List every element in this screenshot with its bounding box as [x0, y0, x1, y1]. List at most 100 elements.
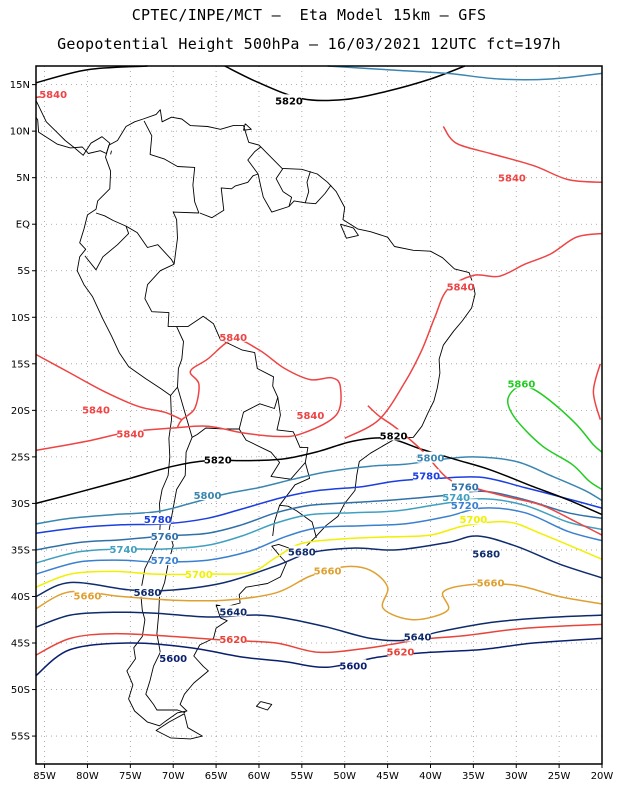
- contour-label-5680: 5680: [288, 548, 316, 559]
- contour-label-5660: 5660: [314, 566, 342, 577]
- contour-5640: [35, 611, 603, 642]
- contour-label-bg: [297, 408, 324, 420]
- contour-label-5700: 5700: [185, 570, 213, 581]
- contour-label-bg: [314, 564, 341, 576]
- contour-5600: [35, 637, 603, 677]
- contour-label-5740: 5740: [110, 545, 138, 556]
- contour-5700: [35, 520, 603, 588]
- country-border: [275, 168, 293, 207]
- contour-label-5680: 5680: [472, 550, 500, 561]
- lat-tick-label: EQ: [16, 220, 30, 231]
- contour-label-bg: [144, 513, 171, 525]
- contour-label-5700: 5700: [459, 515, 487, 526]
- contour-5840: [344, 232, 603, 439]
- country-border: [276, 397, 317, 538]
- contour-label-5840: 5840: [116, 430, 144, 441]
- lon-tick-label: 20W: [591, 771, 614, 782]
- contour-label-bg: [220, 605, 247, 617]
- country-border: [144, 263, 184, 396]
- lon-tick-label: 45W: [376, 771, 399, 782]
- contour-label-bg: [477, 576, 504, 588]
- lon-tick-label: 60W: [248, 771, 271, 782]
- country-border: [272, 505, 281, 537]
- lat-tick-label: 35S: [11, 545, 30, 556]
- lon-tick-label: 35W: [462, 771, 485, 782]
- contour-label-5820: 5820: [204, 456, 232, 467]
- contour-label-5600: 5600: [339, 661, 367, 672]
- contour-label-bg: [134, 585, 161, 597]
- lon-tick-label: 40W: [419, 771, 442, 782]
- island-outline: [243, 123, 252, 131]
- contour-label-5620: 5620: [387, 647, 415, 658]
- contour-label-bg: [473, 547, 500, 559]
- lat-tick-label: 50S: [11, 685, 30, 696]
- lon-tick-label: 55W: [291, 771, 314, 782]
- coastline-central-america: [35, 100, 111, 156]
- contour-label-5720: 5720: [151, 556, 179, 567]
- contour-label-5760: 5760: [151, 532, 179, 543]
- lat-tick-label: 25S: [11, 452, 30, 463]
- country-border: [110, 150, 112, 155]
- contour-5840: [35, 353, 183, 421]
- contour-label-bg: [110, 542, 137, 554]
- lon-tick-label: 70W: [162, 771, 185, 782]
- contour-label-bg: [417, 451, 444, 463]
- contour-label-bg: [413, 469, 440, 481]
- country-border: [199, 146, 261, 219]
- map-frame: [35, 65, 603, 765]
- contour-label-bg: [288, 545, 315, 557]
- contour-label-bg: [117, 427, 144, 439]
- contour-5820: [35, 65, 148, 84]
- contour-label-5640: 5640: [404, 632, 432, 643]
- contour-5680: [35, 535, 603, 598]
- lon-tick-label: 85W: [33, 771, 56, 782]
- country-border: [145, 437, 193, 714]
- contour-label-bg: [160, 651, 187, 663]
- axis-ticks: 85W 80W 75W 70W 65W 60W 55W 50W 45W 40W 35W 30W 25W 2…: [10, 80, 614, 782]
- contour-label-bg: [74, 589, 101, 601]
- contour-label-5740: 5740: [442, 493, 470, 504]
- lat-tick-label: 5S: [17, 266, 30, 277]
- contour-label-5860: 5860: [507, 379, 535, 390]
- map-title-line1: CPTEC/INPE/MCT – Eta Model 15km – GFS: [131, 6, 487, 24]
- contour-label-5840: 5840: [39, 90, 67, 101]
- contour-label-5620: 5620: [219, 635, 247, 646]
- contour-label-5640: 5640: [219, 607, 247, 618]
- lat-tick-label: 10S: [11, 313, 30, 324]
- height-contours: [35, 65, 603, 677]
- contour-5800: [327, 65, 603, 81]
- country-border: [172, 211, 199, 265]
- contour-5840: [592, 363, 602, 420]
- lon-tick-label: 65W: [205, 771, 228, 782]
- contour-label-5680: 5680: [134, 588, 162, 599]
- contour-5820: [35, 437, 603, 516]
- contour-5720: [35, 507, 603, 575]
- contour-5760: [35, 490, 603, 551]
- contour-label-5760: 5760: [451, 483, 479, 494]
- contour-label-bg: [185, 568, 212, 580]
- contour-5840: [35, 338, 342, 452]
- contour-label-bg: [443, 490, 470, 502]
- contour-5780: [35, 476, 603, 534]
- country-border: [125, 225, 175, 265]
- coastlines-borders: [35, 100, 476, 740]
- contour-label-bg: [498, 171, 525, 183]
- lat-tick-label: 40S: [11, 592, 30, 603]
- lon-tick-label: 50W: [333, 771, 356, 782]
- contour-label-5820: 5820: [275, 96, 303, 107]
- contour-label-5660: 5660: [477, 578, 505, 589]
- lon-tick-label: 25W: [548, 771, 571, 782]
- island-outline: [339, 223, 359, 239]
- lat-tick-label: 10N: [10, 127, 30, 138]
- island-outline: [255, 701, 273, 711]
- contour-label-bg: [204, 453, 231, 465]
- lat-tick-label: 20S: [11, 406, 30, 417]
- contour-5820: [224, 65, 466, 102]
- coastline-south-america: [76, 109, 476, 727]
- island-outline: [155, 713, 203, 740]
- contour-5840: [442, 126, 603, 184]
- contour-5660: [35, 565, 603, 621]
- contour-label-5800: 5800: [417, 454, 445, 465]
- contour-label-bg: [40, 87, 67, 99]
- country-border: [143, 120, 200, 214]
